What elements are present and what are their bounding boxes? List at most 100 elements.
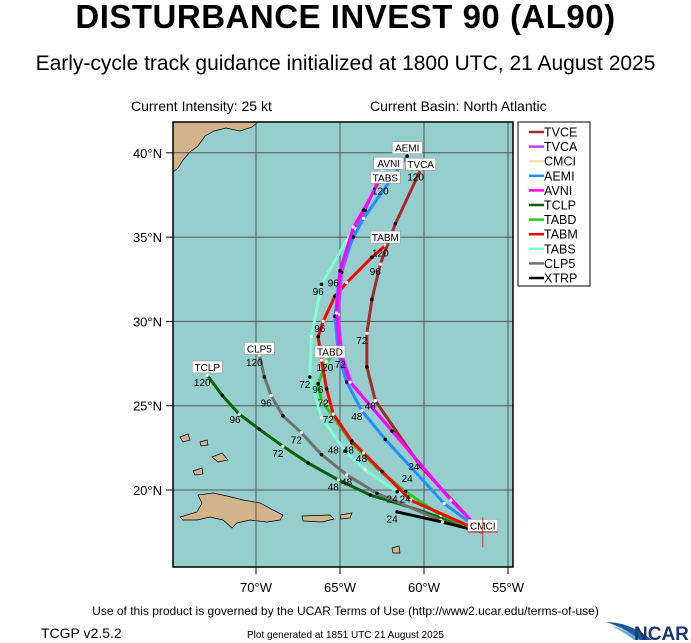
track-point-marker [395,510,399,514]
forecast-hour-label: 72 [356,336,368,347]
lat-tick-label: 40°N [133,146,162,161]
forecast-hour-label-group: 72 [291,435,303,446]
forecast-hour-label-group: 96 [313,287,325,298]
legend-label-tabd: TABD [544,213,576,227]
track-point-marker [440,520,445,524]
ocean [173,122,513,567]
track-point-marker [449,498,453,502]
legend-label-tvce: TVCE [544,126,577,140]
track-point-marker [319,415,324,420]
end-label-box [405,157,436,171]
track-clp5 [257,354,484,534]
current-basin: Current Basin: North Atlantic [370,98,547,114]
track-point-marker [351,225,356,229]
track-point-marker [338,269,342,273]
track-point-marker [262,375,267,379]
track-point-marker [345,473,349,477]
end-label-clp5: CLP5 [247,344,272,355]
forecast-hour-label: 72 [272,449,284,460]
end-label-tvca: TVCA [407,160,434,171]
lon-tick-label: 55°W [492,580,525,595]
end-label-box [244,342,275,355]
track-point-marker [390,429,394,433]
forecast-hour-label: 120 [194,378,211,389]
track-point-marker [378,262,382,266]
track-point-marker [442,501,446,506]
forecast-hour-label-group: 120 [246,358,263,369]
end-label-clp5-group: CLP5 [244,342,275,355]
forecast-hour-label-group: 48 [356,454,368,465]
track-point-marker [405,154,410,158]
generated-timestamp: Plot generated at 1851 UTC 21 August 202… [247,630,444,641]
track-point-marker [324,387,329,391]
track-point-marker [220,393,225,398]
forecast-hour-label-group: 72 [356,336,368,347]
forecast-hour-label: 96 [261,398,273,409]
land [173,122,401,554]
track-point-marker [319,399,324,403]
land-island [192,467,204,476]
track-point-marker [331,412,335,416]
end-label-box [314,345,346,359]
track-point-marker [306,461,310,465]
track-point-marker [319,282,324,287]
track-tclp [206,374,484,534]
end-label-tabm: TABM [372,233,399,244]
end-label-box [191,360,223,374]
end-label-tclp: TCLP [194,363,220,374]
track-point-marker [351,235,356,239]
forecast-hour-label: 48 [343,446,355,457]
track-point-marker [269,393,273,398]
track-point-marker [375,491,379,496]
map-frame [172,121,514,568]
end-label-box [373,156,405,170]
track-point-marker [344,380,349,384]
forecast-hour-label: 48 [365,402,377,413]
forecast-hour-label: 120 [407,172,424,183]
forecast-hour-label-group: 72 [318,399,330,410]
forecast-hour-label: 24 [400,494,412,505]
end-label-tabs-group: TABS [370,170,401,184]
legend-label-tclp: TCLP [544,199,576,213]
forecast-hour-label: 24 [387,494,399,505]
track-point-marker [360,409,364,413]
track-point-marker [336,478,340,482]
forecast-hour-label: 72 [299,380,311,391]
forecast-hour-label: 96 [229,415,241,426]
track-point-marker [368,493,373,497]
forecast-hour-label: 96 [312,385,324,396]
current-intensity: Current Intensity: 25 kt [131,98,272,114]
subtitle: Early-cycle track guidance initialized a… [35,52,656,75]
end-label-tabd: TABD [317,348,343,359]
track-point-marker [281,444,285,448]
track-point-marker [408,498,413,502]
lon-tick-label: 70°W [240,580,273,595]
forecast-hour-label-group: 120 [317,363,334,374]
track-point-marker [321,319,325,323]
forecast-hour-labels: 1209672481209672481209696721201209696120… [194,172,424,525]
forecast-hour-label-group: 96 [312,385,324,396]
end-label-tabm-group: TABM [370,230,401,244]
forecast-hour-label: 96 [370,267,382,278]
forecast-hour-label: 48 [341,478,353,489]
end-label-avni-group: AVNI [373,156,405,170]
track-point-marker [373,399,377,403]
forecast-hour-label: 48 [351,412,363,423]
legend-label-tabm: TABM [544,228,578,242]
legend-label-xtrp: XTRP [544,272,577,286]
end-label-tabs: TABS [373,173,399,184]
track-point-marker [309,334,314,339]
track-point-marker [395,489,399,494]
track-point-marker [361,216,366,221]
forecast-hour-label-group: 120 [194,378,211,389]
end-label-tvca-group: TVCA [405,157,436,171]
end-label-box [370,170,401,184]
forecast-hour-label-group: 48 [343,446,355,457]
track-point-marker [380,469,384,474]
forecast-hour-label: 96 [314,324,326,335]
track-point-marker [370,255,374,260]
axis-ticks: 70°W 65°W 60°W 55°W 40°N 35°N 30°N 25°N 20°N [133,146,525,595]
track-point-marker [345,281,349,285]
track-point-marker [316,334,320,339]
